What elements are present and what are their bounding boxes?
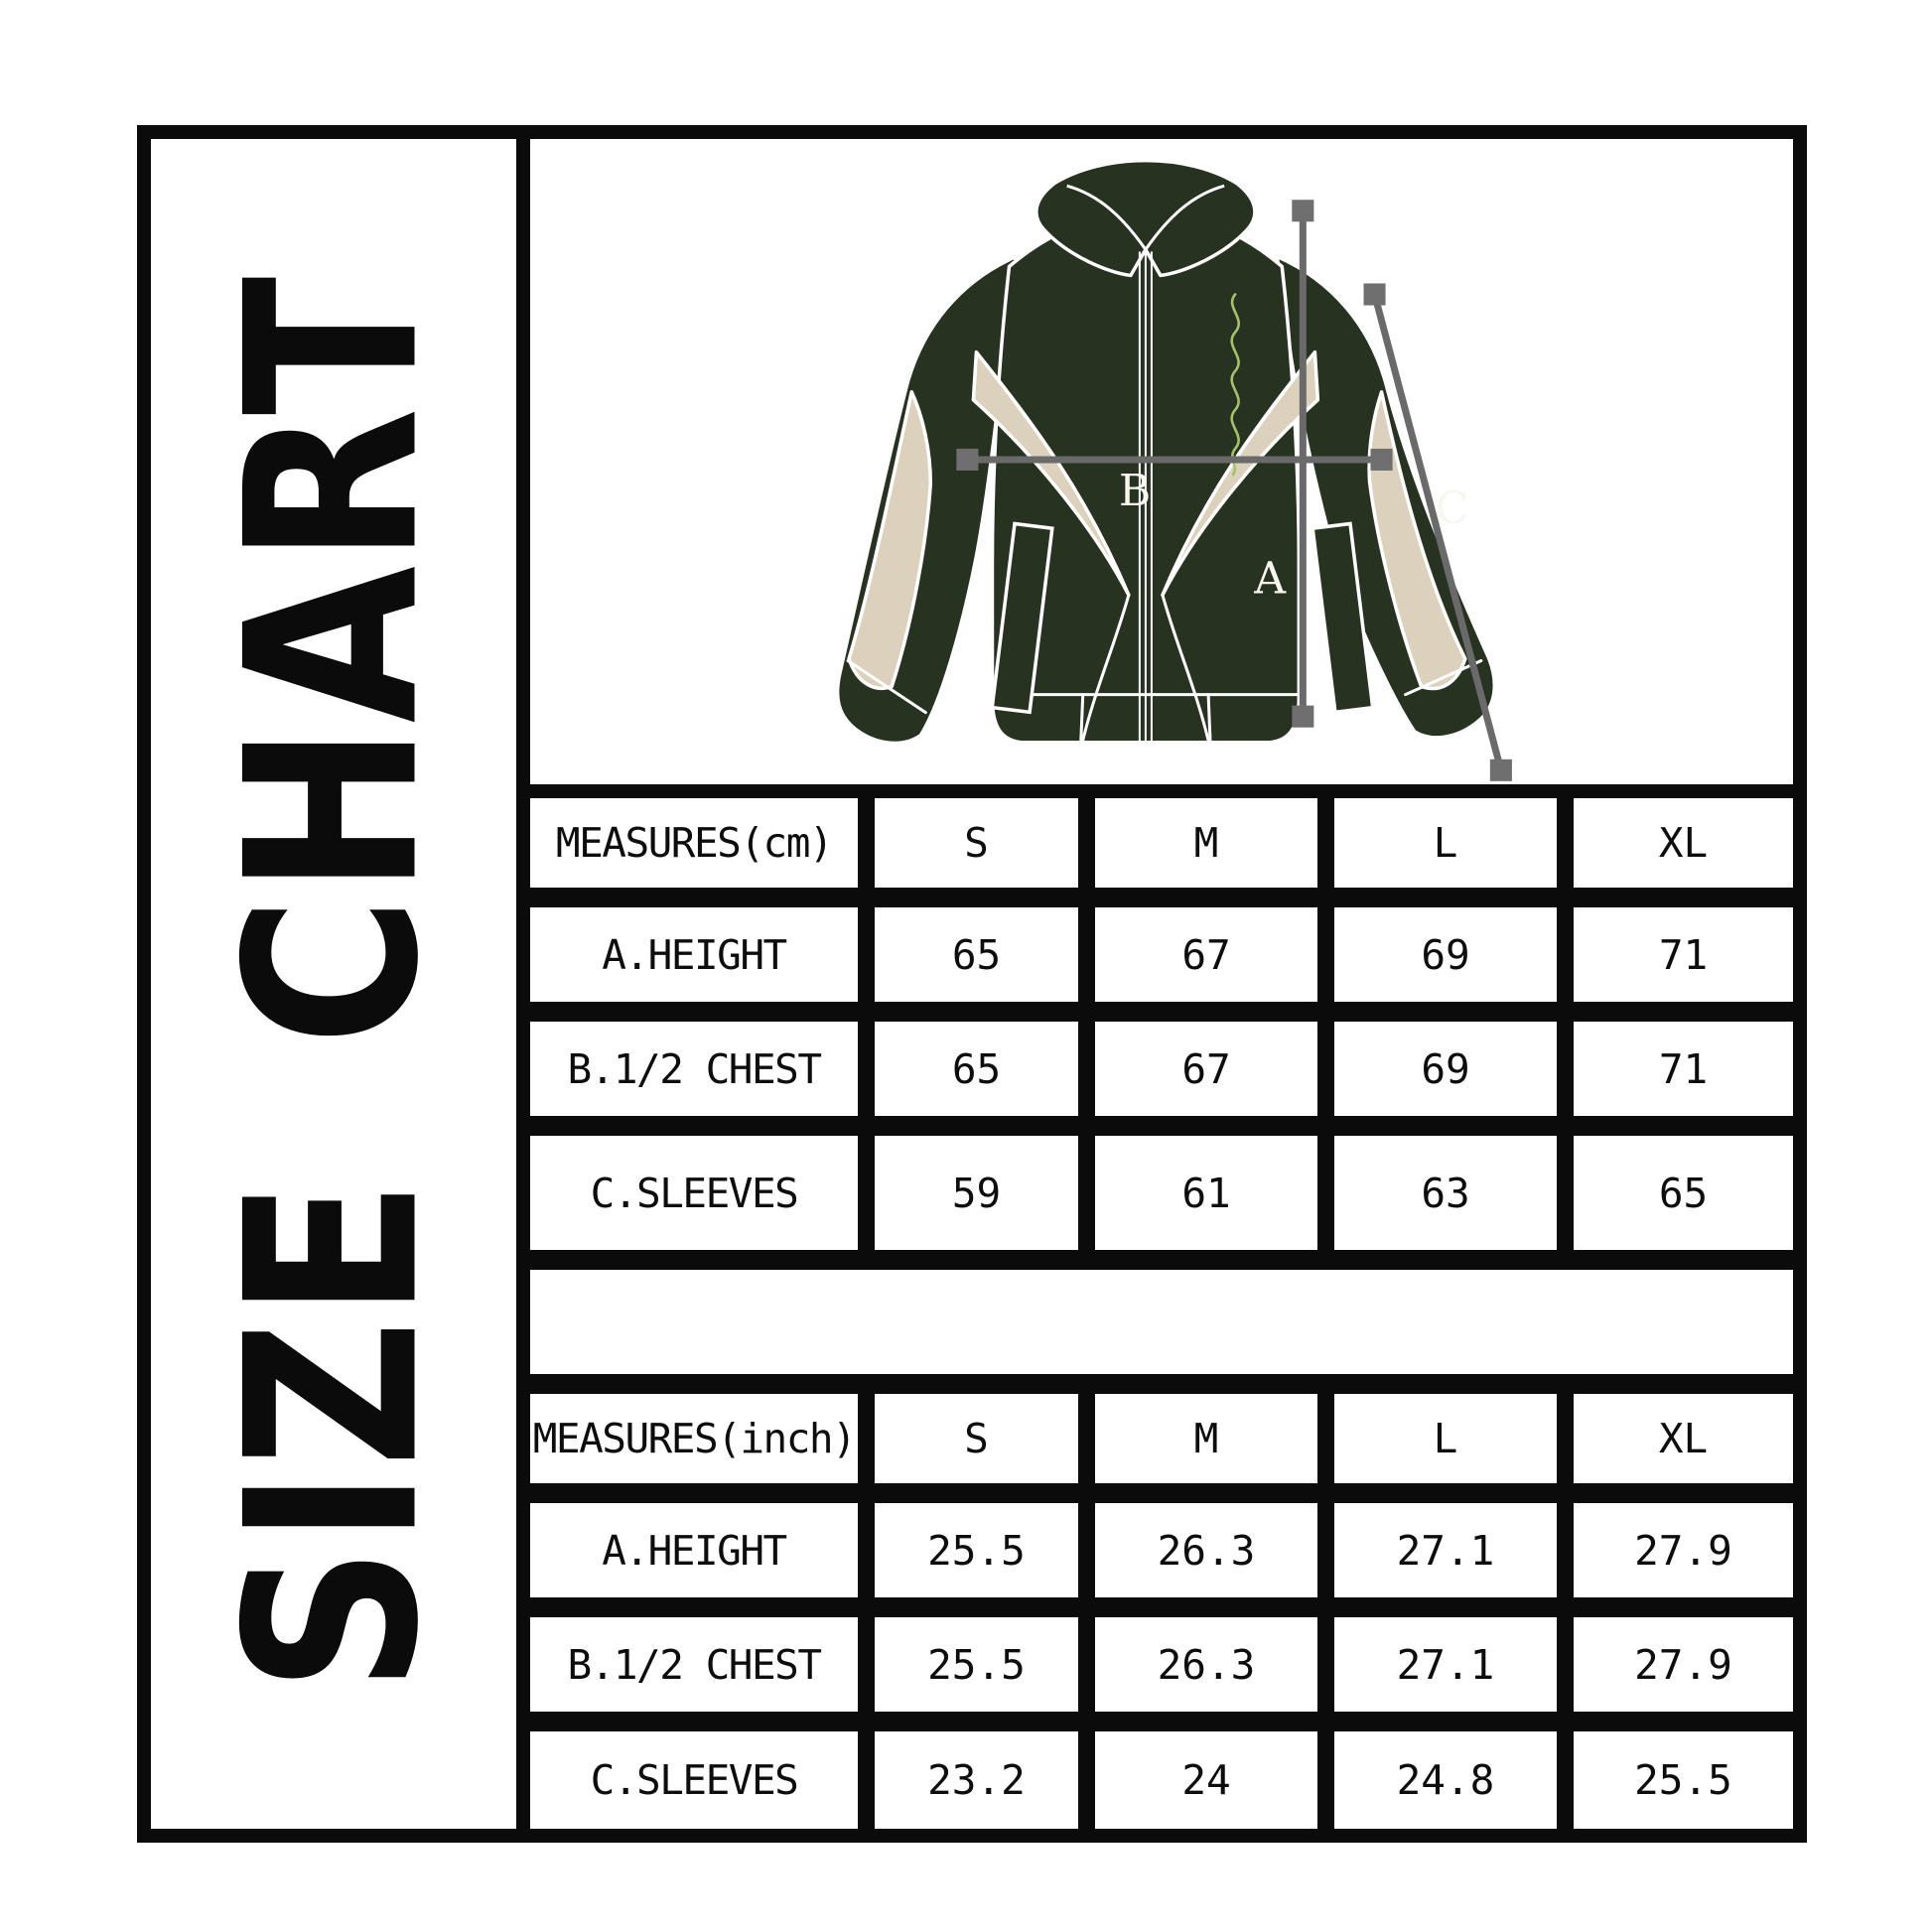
measure-endpoint [1489,759,1512,781]
measure-endpoint [1363,283,1386,306]
row-label-cell: A.HEIGHT [530,907,858,1002]
value-cell: 27.9 [1574,1503,1793,1597]
value-cell: 25.5 [875,1503,1078,1597]
value-cell: 26.3 [1095,1503,1317,1597]
cuff-line-right [1404,659,1483,697]
value-cell: 67 [1095,907,1317,1002]
row-label-cell: B.1/2 CHEST [530,1022,858,1116]
main-area: B A C MEASURES(cm) S M L XL A.HEIGHT 65 … [530,139,1793,1829]
jacket-illustration: B A C [835,158,1512,781]
value-cell: 25.5 [1574,1731,1793,1829]
value-cell: 65 [875,1022,1078,1116]
table-header-cell: S [875,798,1078,888]
value-cell: 27.9 [1574,1617,1793,1712]
table-header-cell: XL [1574,1394,1793,1483]
measure-endpoint [1292,200,1314,222]
page-title: SIZE CHART [196,274,472,1694]
spacer-row [530,1270,1793,1374]
measure-endpoint [1292,705,1314,728]
measure-endpoint [1370,448,1393,471]
row-label-cell: A.HEIGHT [530,1503,858,1597]
value-cell: 67 [1095,1022,1317,1116]
collar [1035,158,1257,278]
table-header-cell: XL [1574,798,1793,888]
value-cell: 59 [875,1136,1078,1250]
value-cell: 23.2 [875,1731,1078,1829]
table-header-cell: S [875,1394,1078,1483]
value-cell: 24.8 [1334,1731,1557,1829]
seam-right [1161,593,1210,743]
measure-line-c [1371,293,1505,771]
seam-left [1081,593,1131,743]
value-cell: 61 [1095,1136,1317,1250]
sidebar: SIZE CHART [151,139,530,1829]
table-header-cell: M [1095,1394,1317,1483]
value-cell: 65 [1574,1136,1793,1250]
value-cell: 27.1 [1334,1503,1557,1597]
value-cell: 25.5 [875,1617,1078,1712]
value-cell: 63 [1334,1136,1557,1250]
zipper [1138,250,1153,743]
value-cell: 26.3 [1095,1617,1317,1712]
row-label-cell: B.1/2 CHEST [530,1617,858,1712]
size-table: MEASURES(cm) S M L XL A.HEIGHT 65 67 69 … [530,784,1793,1829]
cream-panel-left-sleeve [847,390,933,691]
cuff-line-left [846,659,927,715]
measure-label-c: C [1436,483,1469,534]
table-header-cell: L [1334,798,1557,888]
value-cell: 69 [1334,1022,1557,1116]
table-header-cell: MEASURES(inch) [530,1394,858,1483]
row-label-cell: C.SLEEVES [530,1136,858,1250]
table-header-cell: M [1095,798,1317,888]
jacket-panel: B A C [530,139,1793,784]
chart-frame: SIZE CHART [137,125,1807,1843]
value-cell: 71 [1574,907,1793,1002]
table-header-cell: MEASURES(cm) [530,798,858,888]
embroidery-script [1230,293,1240,477]
measure-endpoint [956,448,979,471]
table-header-cell: L [1334,1394,1557,1483]
pocket-left [990,521,1054,715]
measure-label-b: B [1119,466,1151,516]
measure-label-a: A [1253,553,1287,604]
hem-seam-left [1079,693,1085,745]
row-label-cell: C.SLEEVES [530,1731,858,1829]
value-cell: 24 [1095,1731,1317,1829]
pocket-right [1311,521,1375,715]
value-cell: 27.1 [1334,1617,1557,1712]
value-cell: 65 [875,907,1078,1002]
hem-seam-right [1206,693,1212,745]
value-cell: 69 [1334,907,1557,1002]
value-cell: 71 [1574,1022,1793,1116]
